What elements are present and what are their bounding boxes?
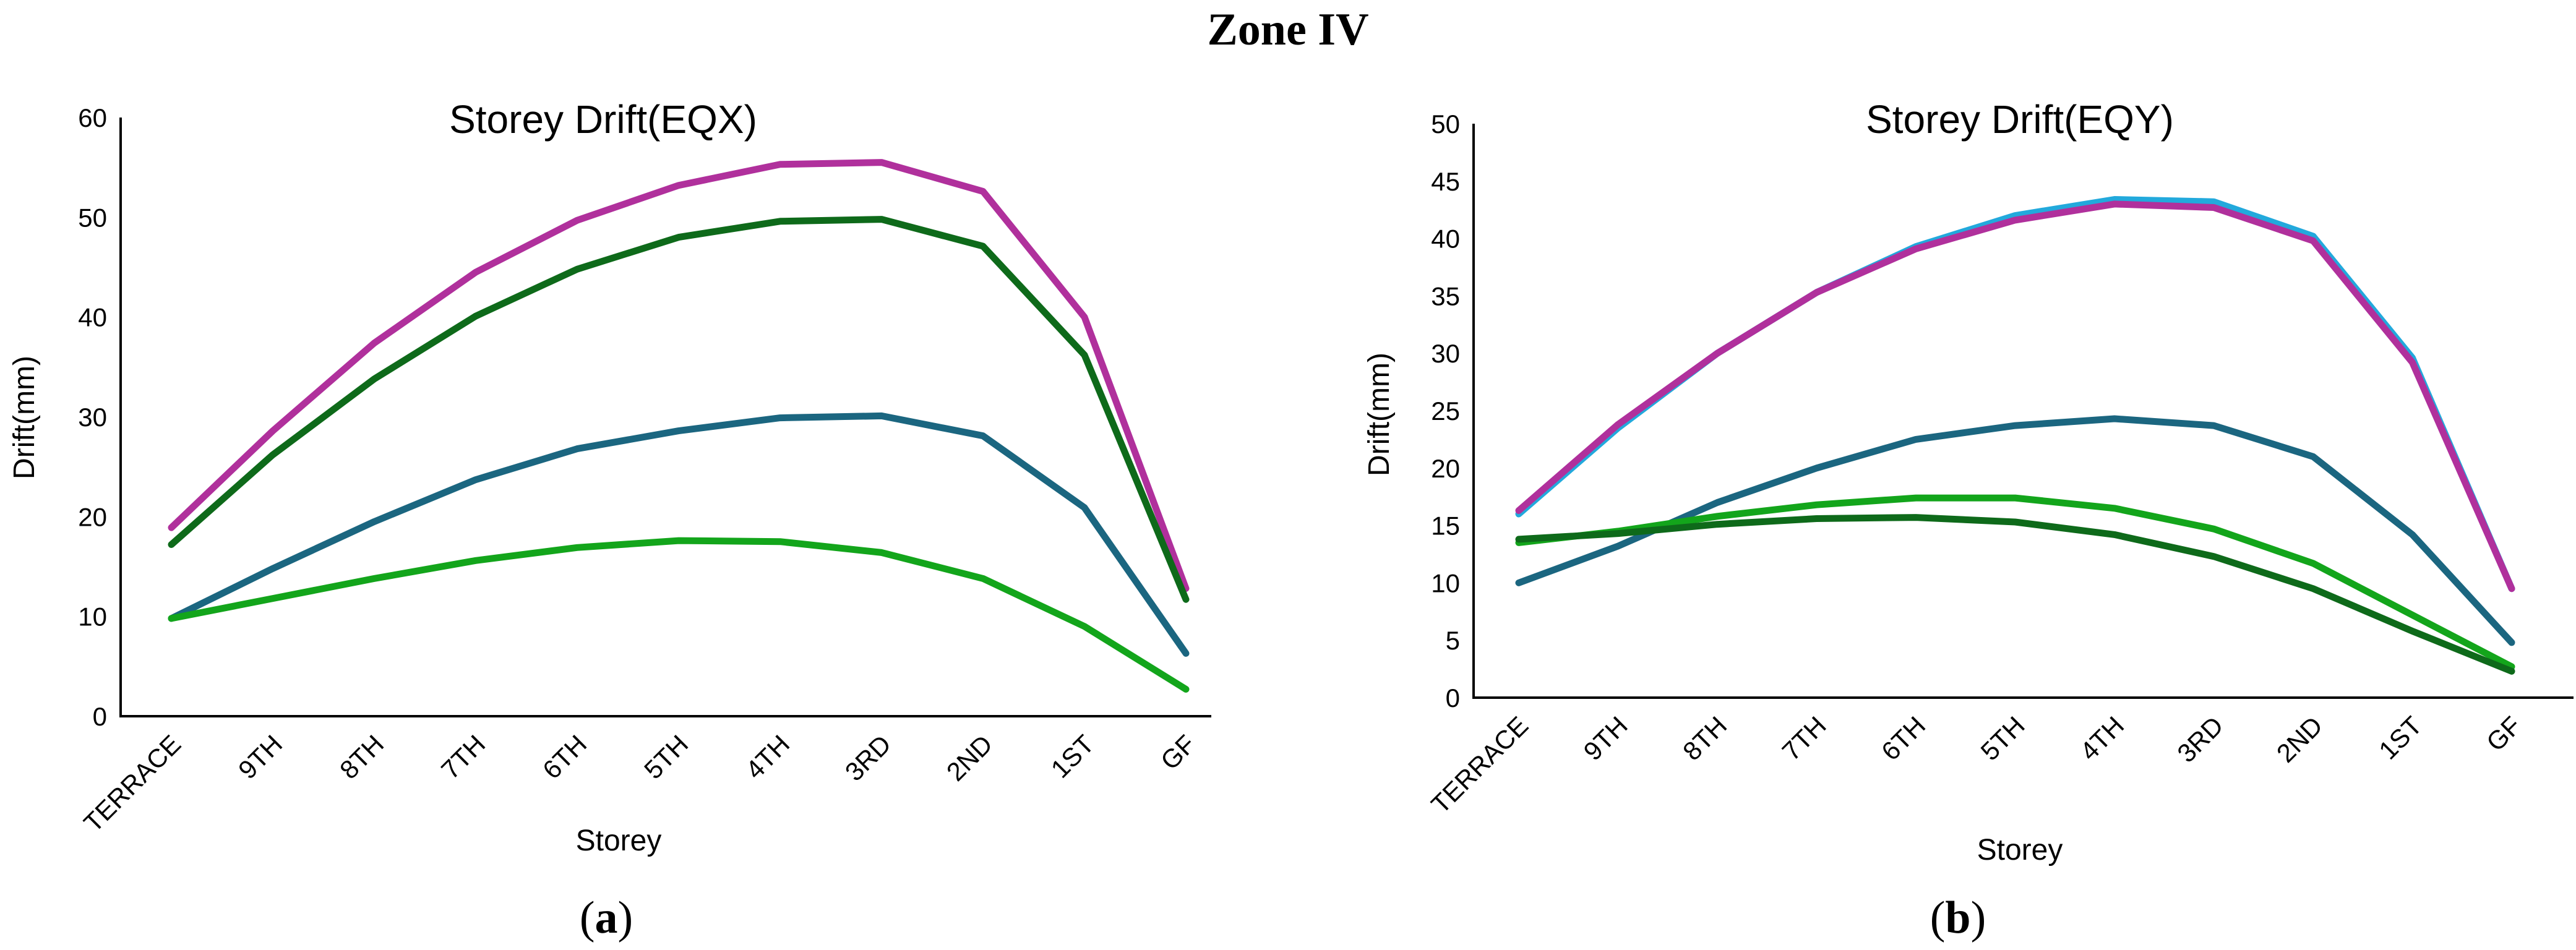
x-tick-label: 3RD xyxy=(2171,711,2229,768)
y-tick-label: 20 xyxy=(1431,454,1460,483)
y-tick-label: 40 xyxy=(1431,225,1460,254)
y-tick-label: 25 xyxy=(1431,396,1460,426)
y-tick-label: 20 xyxy=(78,502,107,531)
series-lines xyxy=(168,159,1190,693)
x-tick-label: 8TH xyxy=(334,729,389,784)
x-tick-label: 8TH xyxy=(1677,711,1732,766)
x-tick-label: 9TH xyxy=(1578,711,1633,766)
x-tick-label: 2ND xyxy=(2271,711,2329,768)
x-tick-label: 7TH xyxy=(1777,711,1832,766)
x-tick-label: 5TH xyxy=(638,729,693,784)
x-tick-label: 2ND xyxy=(941,729,998,787)
x-tick-label: TERRACE xyxy=(1425,711,1534,819)
x-tick-label: 6TH xyxy=(1876,711,1931,766)
figure-title: Zone IV xyxy=(1207,4,1369,55)
y-tick-label: 0 xyxy=(93,702,107,731)
x-tick-label: 1ST xyxy=(2373,711,2428,765)
y-tick-label: 50 xyxy=(1431,109,1460,139)
x-axis-label: Storey xyxy=(1977,834,2063,867)
caption-open: ( xyxy=(1930,892,1946,943)
series-line xyxy=(168,412,1190,657)
x-tick-label: 9TH xyxy=(233,729,288,784)
y-tick-label: 60 xyxy=(78,103,107,132)
y-tick-label: 10 xyxy=(1431,568,1460,597)
x-tick-label: 7TH xyxy=(436,729,491,784)
series-lines xyxy=(1515,196,2515,675)
y-tick-labels: 0 5 10 15 20 25 30 35 40 45 50 xyxy=(1431,109,1460,712)
y-tick-label: 5 xyxy=(1446,626,1460,655)
series-line xyxy=(168,537,1190,693)
x-tick-label: 4TH xyxy=(2074,711,2129,766)
x-tick-label: GF xyxy=(1155,729,1201,775)
x-tick-label: 4TH xyxy=(740,729,795,784)
y-tick-label: 30 xyxy=(1431,339,1460,368)
series-line xyxy=(1515,514,2515,675)
x-tick-label: TERRACE xyxy=(78,729,186,837)
caption-close: ) xyxy=(1971,892,1986,943)
y-axis-label: Drift(mm) xyxy=(1363,353,1396,476)
y-tick-label: 50 xyxy=(78,203,107,232)
x-tick-labels: TERRACE 9TH 8TH 7TH 6TH 5TH 4TH 3RD 2ND 1ST GF xyxy=(1425,711,2527,819)
series-line xyxy=(1515,200,2515,593)
chart-title: Storey Drift(EQX) xyxy=(449,97,757,142)
caption-close: ) xyxy=(618,892,633,943)
chart-panel-b: Storey Drift(EQY) Storey Drift(mm) 0 5 10 1… xyxy=(1363,97,2574,943)
panel-caption: (b) xyxy=(1930,892,1986,943)
chart-panel-a: Storey Drift(EQX) Storey Drift(mm) 0 10 20… xyxy=(8,97,1211,943)
series-line xyxy=(168,159,1190,592)
x-axis-label: Storey xyxy=(576,824,662,857)
series-line xyxy=(1515,415,2515,646)
y-axis-label: Drift(mm) xyxy=(8,356,41,479)
series-line xyxy=(1515,494,2515,670)
y-tick-label: 35 xyxy=(1431,281,1460,310)
x-tick-label: GF xyxy=(2481,711,2527,756)
x-tick-label: 3RD xyxy=(839,729,897,787)
y-tick-labels: 0 10 20 30 40 50 60 xyxy=(78,103,107,731)
x-tick-labels: TERRACE 9TH 8TH 7TH 6TH 5TH 4TH 3RD 2ND 1ST GF xyxy=(78,729,1201,837)
panel-caption: (a) xyxy=(580,892,633,943)
caption-letter: b xyxy=(1945,892,1970,943)
caption-letter: a xyxy=(595,892,618,943)
x-tick-label: 1ST xyxy=(1045,729,1100,784)
y-tick-label: 30 xyxy=(78,403,107,432)
y-tick-label: 0 xyxy=(1446,683,1460,712)
x-tick-label: 6TH xyxy=(537,729,592,784)
x-tick-label: 5TH xyxy=(1975,711,2030,766)
series-line xyxy=(168,216,1190,603)
y-tick-label: 10 xyxy=(78,602,107,631)
chart-title: Storey Drift(EQY) xyxy=(1866,97,2174,142)
caption-open: ( xyxy=(580,892,595,943)
y-tick-label: 45 xyxy=(1431,167,1460,196)
y-tick-label: 40 xyxy=(78,303,107,332)
y-tick-label: 15 xyxy=(1431,511,1460,541)
